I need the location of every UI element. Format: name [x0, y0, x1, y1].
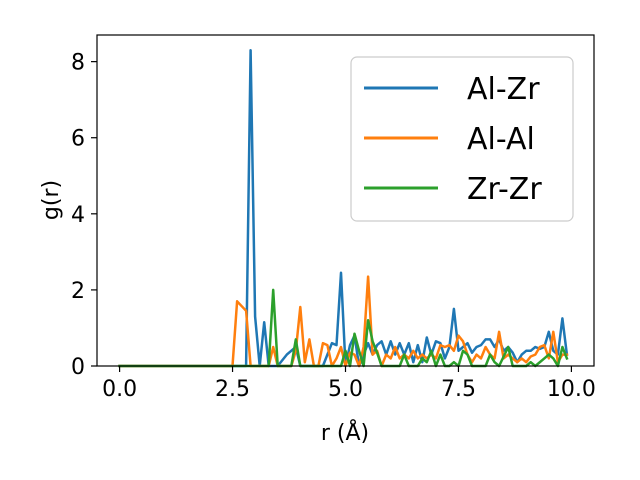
y-tick-label: 2	[71, 279, 85, 304]
y-tick-label: 0	[71, 355, 85, 380]
x-axis-label: r (Å)	[321, 419, 369, 446]
legend-label-al-zr: Al-Zr	[467, 72, 540, 107]
legend-label-al-al: Al-Al	[467, 122, 535, 157]
y-tick-label: 8	[71, 51, 85, 76]
series-layer	[118, 48, 569, 368]
x-tick-label: 2.5	[215, 377, 250, 402]
series-line-zr-zr	[118, 288, 569, 368]
legend-label-zr-zr: Zr-Zr	[467, 172, 542, 207]
x-tick-label: 0.0	[102, 377, 137, 402]
legend: Al-Zr Al-Al Zr-Zr	[350, 56, 574, 222]
x-tick-label: 10.0	[547, 377, 596, 402]
y-axis-label: g(r)	[39, 180, 64, 220]
y-tick-label: 4	[71, 203, 85, 228]
x-tick-label: 5.0	[328, 377, 363, 402]
ticks-layer: 0.0 2.5 5.0 7.5 10.0 0 2 4 6 8	[71, 51, 596, 402]
x-tick-label: 7.5	[441, 377, 476, 402]
y-tick-label: 6	[71, 127, 85, 152]
legend-frame	[350, 56, 574, 222]
series-line-al-al	[118, 275, 569, 368]
